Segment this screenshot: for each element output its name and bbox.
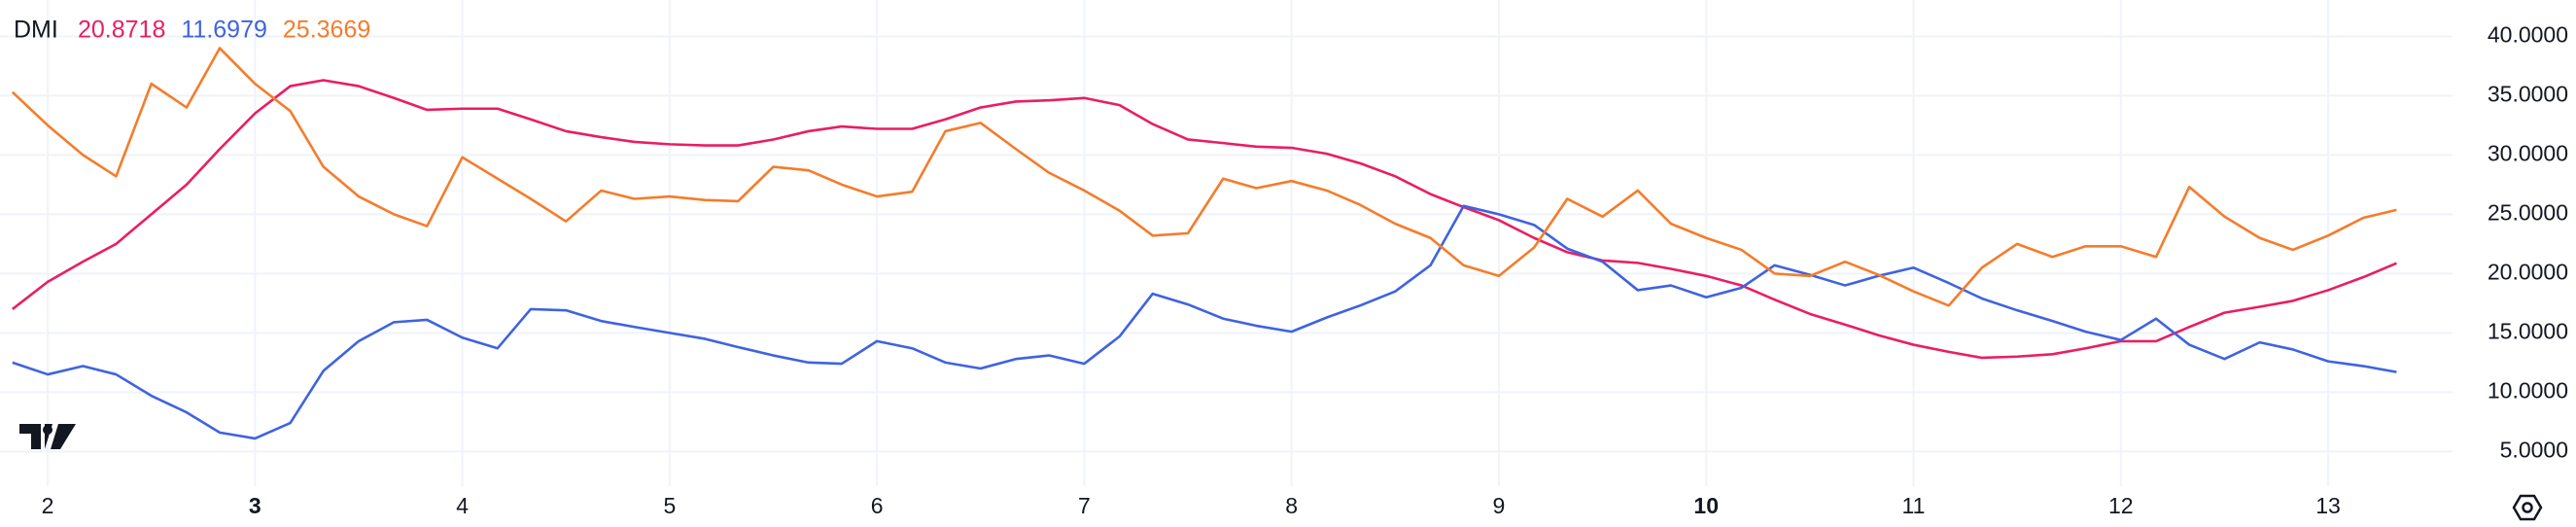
x-tick-label: 11: [1902, 493, 1926, 518]
logo-shape: [19, 424, 76, 449]
x-tick-label: 13: [2315, 493, 2341, 518]
y-tick-label: 10.0000: [2488, 377, 2568, 403]
grid: [0, 0, 2453, 486]
series-line: [12, 204, 2397, 440]
y-tick-label: 15.0000: [2488, 318, 2568, 343]
x-tick-label: 10: [1693, 493, 1719, 518]
settings-dot: [2522, 502, 2533, 513]
x-tick-label: 12: [2108, 493, 2134, 518]
settings-button[interactable]: [2512, 494, 2543, 521]
x-tick-label: 2: [42, 493, 54, 518]
settings-hexagon: [2512, 494, 2543, 521]
y-tick-label: 35.0000: [2488, 81, 2568, 106]
y-tick-label: 25.0000: [2488, 199, 2568, 225]
indicator-name: DMI: [14, 17, 58, 44]
y-tick-label: 40.0000: [2488, 21, 2568, 47]
tradingview-logo: [19, 424, 76, 449]
y-tick-label: 20.0000: [2488, 259, 2568, 284]
x-tick-label: 6: [871, 493, 884, 518]
x-tick-label: 4: [456, 493, 469, 518]
x-tick-label: 9: [1493, 493, 1506, 518]
logo-dot: [43, 425, 52, 435]
y-tick-label: 30.0000: [2488, 140, 2568, 165]
x-tick-label: 3: [249, 493, 261, 518]
x-tick-label: 7: [1078, 493, 1091, 518]
x-tick-label: 5: [663, 493, 676, 518]
series-line: [12, 79, 2397, 360]
plot: [11, 47, 2397, 440]
axes: 5.0000 10.0000 15.0000 20.0000 25.0000 30.000…: [42, 21, 2568, 518]
series-line: [11, 47, 2397, 307]
y-tick-label: 5.0000: [2500, 437, 2568, 462]
legend-value: 25.3669: [283, 17, 370, 44]
legend-value: 11.6979: [181, 17, 267, 44]
legend-value: 20.8718: [78, 17, 165, 44]
x-tick-label: 8: [1285, 493, 1298, 518]
